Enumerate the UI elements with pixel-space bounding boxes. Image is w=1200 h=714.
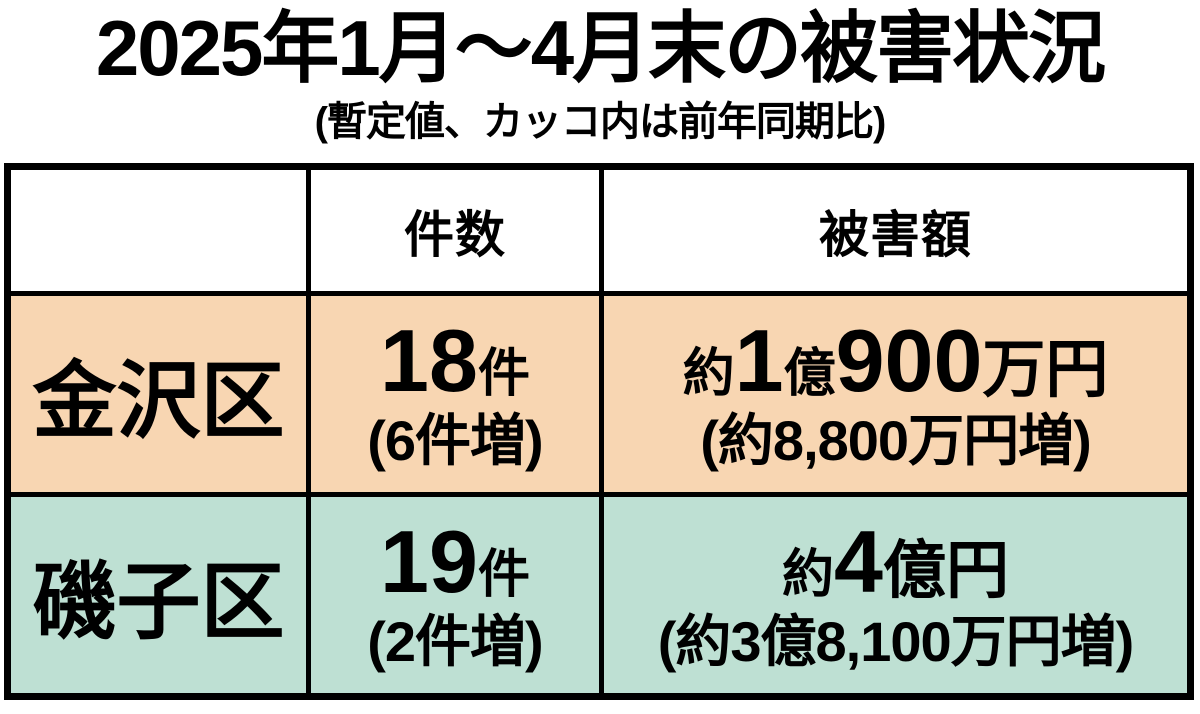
header-cases-cell: 件数 — [306, 164, 604, 296]
damage-table: 件数 被害額 金沢区 18件 (6件増) 約1億900万円 — [4, 163, 1194, 700]
table-row-isogo: 磯子区 19件 (2件増) 約4億円 (約3億8,100万円増) — [5, 492, 1193, 699]
damage-part-number: 4 — [834, 512, 883, 612]
damage-cell-isogo: 約4億円 (約3億8,100万円増) — [599, 492, 1193, 699]
cases-value: 18件 — [380, 317, 530, 405]
header-damage-cell: 被害額 — [599, 164, 1193, 296]
damage-value: 約4億円 — [782, 518, 1009, 607]
table-row-kanazawa: 金沢区 18件 (6件増) 約1億900万円 (約8,800万円増) — [5, 291, 1193, 497]
page-subtitle: (暫定値、カッコ内は前年同期比) — [314, 100, 887, 144]
cases-change: (6件増) — [367, 408, 543, 472]
damage-part-number: 1 — [734, 311, 784, 411]
damage-cell-kanazawa: 約1億900万円 (約8,800万円増) — [599, 291, 1193, 497]
damage-part-oku: 億 — [783, 345, 836, 404]
damage-stack: 約1億900万円 (約8,800万円増) — [607, 299, 1186, 490]
cases-stack: 18件 (6件増) — [314, 299, 597, 490]
damage-part-approx: 約 — [782, 546, 835, 605]
ward-name-isogo: 磯子区 — [5, 492, 311, 699]
damage-part-number2: 900 — [835, 311, 983, 411]
cases-stack: 19件 (2件増) — [314, 500, 597, 692]
damage-stack: 約4億円 (約3億8,100万円増) — [607, 500, 1186, 692]
header-ward-cell — [5, 164, 311, 296]
cases-cell-isogo: 19件 (2件増) — [306, 492, 604, 699]
page-title: 2025年1月～4月末の被害状況 — [95, 4, 1106, 92]
ward-name-kanazawa: 金沢区 — [5, 291, 311, 497]
header-row: 件数 被害額 — [5, 164, 1193, 296]
damage-part-approx: 約 — [682, 345, 735, 404]
damage-value: 約1億900万円 — [682, 317, 1109, 406]
cases-number: 18 — [380, 311, 478, 411]
cases-number: 19 — [380, 512, 478, 612]
cases-value: 19件 — [380, 518, 530, 606]
cases-unit: 件 — [477, 546, 530, 605]
damage-change: (約3億8,100万円増) — [657, 609, 1135, 673]
cases-change: (2件増) — [367, 609, 543, 673]
damage-change: (約8,800万円増) — [700, 408, 1091, 472]
cases-unit: 件 — [477, 345, 530, 404]
cases-cell-kanazawa: 18件 (6件増) — [306, 291, 604, 497]
damage-part-manyen: 万円 — [982, 335, 1109, 406]
damage-part-okuyen: 億円 — [882, 536, 1009, 607]
